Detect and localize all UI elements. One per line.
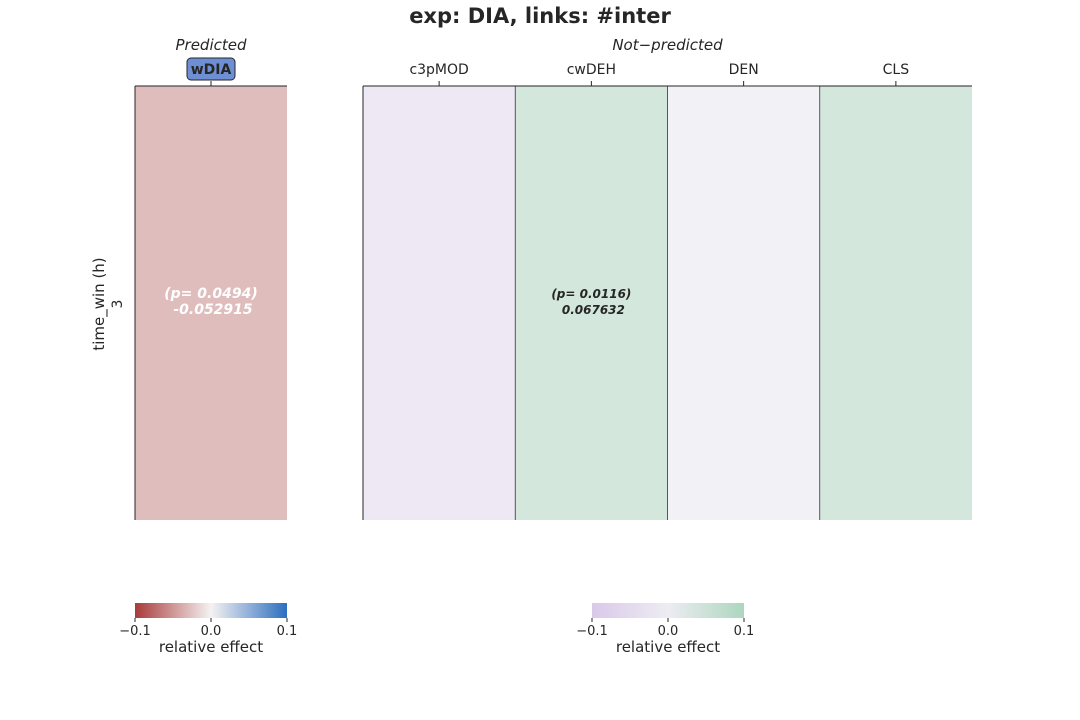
colorbar-tick-label: 0.0 bbox=[201, 624, 222, 639]
panel-heading: Predicted bbox=[175, 36, 246, 54]
colorbar-tick-label: −0.1 bbox=[119, 624, 151, 639]
column-label: CLS bbox=[883, 62, 910, 78]
colorbar-tick-label: 0.0 bbox=[658, 624, 679, 639]
annotation-p-value: (p= 0.0494) bbox=[164, 286, 257, 302]
panel-heading: Not−predicted bbox=[612, 36, 723, 54]
column-label: wDIA bbox=[191, 62, 232, 78]
heatmap-cell bbox=[135, 86, 287, 520]
column-label: cwDEH bbox=[567, 62, 616, 78]
colorbar bbox=[135, 603, 287, 618]
annotation-value: -0.052915 bbox=[173, 302, 253, 318]
colorbar-tick-label: −0.1 bbox=[576, 624, 608, 639]
colorbar-tick-label: 0.1 bbox=[277, 624, 298, 639]
colorbar bbox=[592, 603, 744, 618]
colorbar-tick-label: 0.1 bbox=[734, 624, 755, 639]
row-label: 3 bbox=[110, 300, 126, 309]
panel-not-predicted: Not−predicted c3pMOD cwDEH DEN CLS (p= 0.0116… bbox=[362, 36, 972, 656]
heatmap-cell bbox=[667, 86, 820, 520]
colorbar-label: relative effect bbox=[616, 638, 720, 656]
panel-predicted: Predicted wDIA (p= 0.0494)-0.052915 −0.1 0.0… bbox=[119, 36, 297, 656]
column-label: DEN bbox=[729, 62, 759, 78]
heatmap-cell bbox=[515, 86, 668, 520]
heatmap-cell bbox=[363, 86, 516, 520]
annotation-value: 0.067632 bbox=[562, 303, 625, 317]
y-axis-label: time_win (h) bbox=[90, 257, 109, 350]
colorbar-label: relative effect bbox=[159, 638, 263, 656]
highlight-box bbox=[186, 57, 236, 81]
annotation-p-value: (p= 0.0116) bbox=[551, 287, 631, 301]
column-label: c3pMOD bbox=[409, 62, 468, 78]
heatmap-cell bbox=[819, 86, 972, 520]
chart-title: exp: DIA, links: #inter bbox=[409, 4, 671, 28]
